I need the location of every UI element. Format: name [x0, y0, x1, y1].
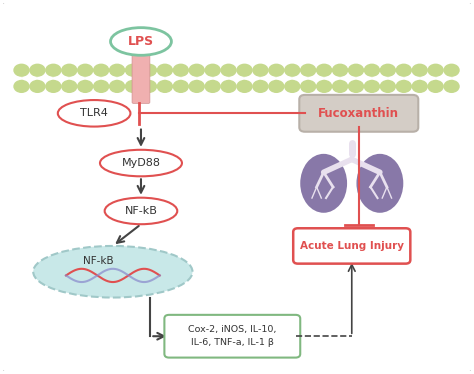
Circle shape [126, 64, 140, 76]
Circle shape [237, 64, 252, 76]
Circle shape [205, 64, 220, 76]
Circle shape [301, 80, 316, 92]
Circle shape [173, 64, 188, 76]
Text: Cox-2, iNOS, IL-10,: Cox-2, iNOS, IL-10, [188, 325, 276, 334]
Circle shape [380, 64, 395, 76]
Circle shape [62, 64, 77, 76]
Circle shape [365, 80, 379, 92]
Circle shape [348, 80, 364, 92]
Circle shape [78, 64, 93, 76]
Circle shape [46, 80, 61, 92]
Circle shape [94, 80, 109, 92]
Text: Fucoxanthin: Fucoxanthin [319, 107, 399, 120]
Text: NF-kB: NF-kB [125, 206, 157, 216]
Ellipse shape [300, 154, 347, 213]
Ellipse shape [356, 154, 403, 213]
Circle shape [237, 80, 252, 92]
Circle shape [380, 80, 395, 92]
FancyBboxPatch shape [132, 53, 150, 103]
Circle shape [444, 80, 459, 92]
Circle shape [253, 64, 268, 76]
Ellipse shape [33, 246, 192, 298]
Circle shape [173, 80, 188, 92]
Circle shape [94, 64, 109, 76]
Circle shape [269, 64, 284, 76]
FancyBboxPatch shape [293, 228, 410, 264]
Text: NF-kB: NF-kB [83, 256, 114, 266]
Circle shape [14, 64, 29, 76]
Circle shape [141, 64, 156, 76]
Circle shape [126, 80, 140, 92]
Circle shape [221, 80, 236, 92]
Text: MyD88: MyD88 [121, 158, 161, 168]
Text: LPS: LPS [128, 35, 154, 48]
Circle shape [396, 80, 411, 92]
Circle shape [30, 80, 45, 92]
Circle shape [333, 64, 347, 76]
FancyBboxPatch shape [164, 315, 300, 358]
Ellipse shape [105, 198, 177, 224]
Circle shape [365, 64, 379, 76]
Circle shape [269, 80, 284, 92]
Circle shape [285, 80, 300, 92]
Circle shape [285, 64, 300, 76]
FancyBboxPatch shape [299, 95, 418, 132]
Circle shape [109, 80, 125, 92]
Circle shape [141, 80, 156, 92]
Circle shape [46, 64, 61, 76]
Circle shape [317, 64, 332, 76]
Text: IL-6, TNF-a, IL-1 β: IL-6, TNF-a, IL-1 β [191, 338, 274, 347]
Circle shape [30, 64, 45, 76]
Ellipse shape [58, 100, 130, 126]
Circle shape [189, 64, 204, 76]
Circle shape [396, 64, 411, 76]
Circle shape [428, 80, 443, 92]
Circle shape [348, 64, 364, 76]
Circle shape [444, 64, 459, 76]
Circle shape [253, 80, 268, 92]
Circle shape [78, 80, 93, 92]
Circle shape [412, 80, 427, 92]
Circle shape [157, 80, 173, 92]
Circle shape [412, 64, 427, 76]
Circle shape [301, 64, 316, 76]
Circle shape [62, 80, 77, 92]
Ellipse shape [110, 28, 172, 55]
Circle shape [333, 80, 347, 92]
Circle shape [205, 80, 220, 92]
Circle shape [221, 64, 236, 76]
Circle shape [189, 80, 204, 92]
Ellipse shape [100, 150, 182, 176]
Circle shape [14, 80, 29, 92]
Circle shape [109, 64, 125, 76]
Text: Acute Lung Injury: Acute Lung Injury [300, 241, 404, 251]
Circle shape [317, 80, 332, 92]
Circle shape [428, 64, 443, 76]
Circle shape [157, 64, 173, 76]
Text: TLR4: TLR4 [80, 108, 108, 118]
Bar [17, 72, 462, 85]
